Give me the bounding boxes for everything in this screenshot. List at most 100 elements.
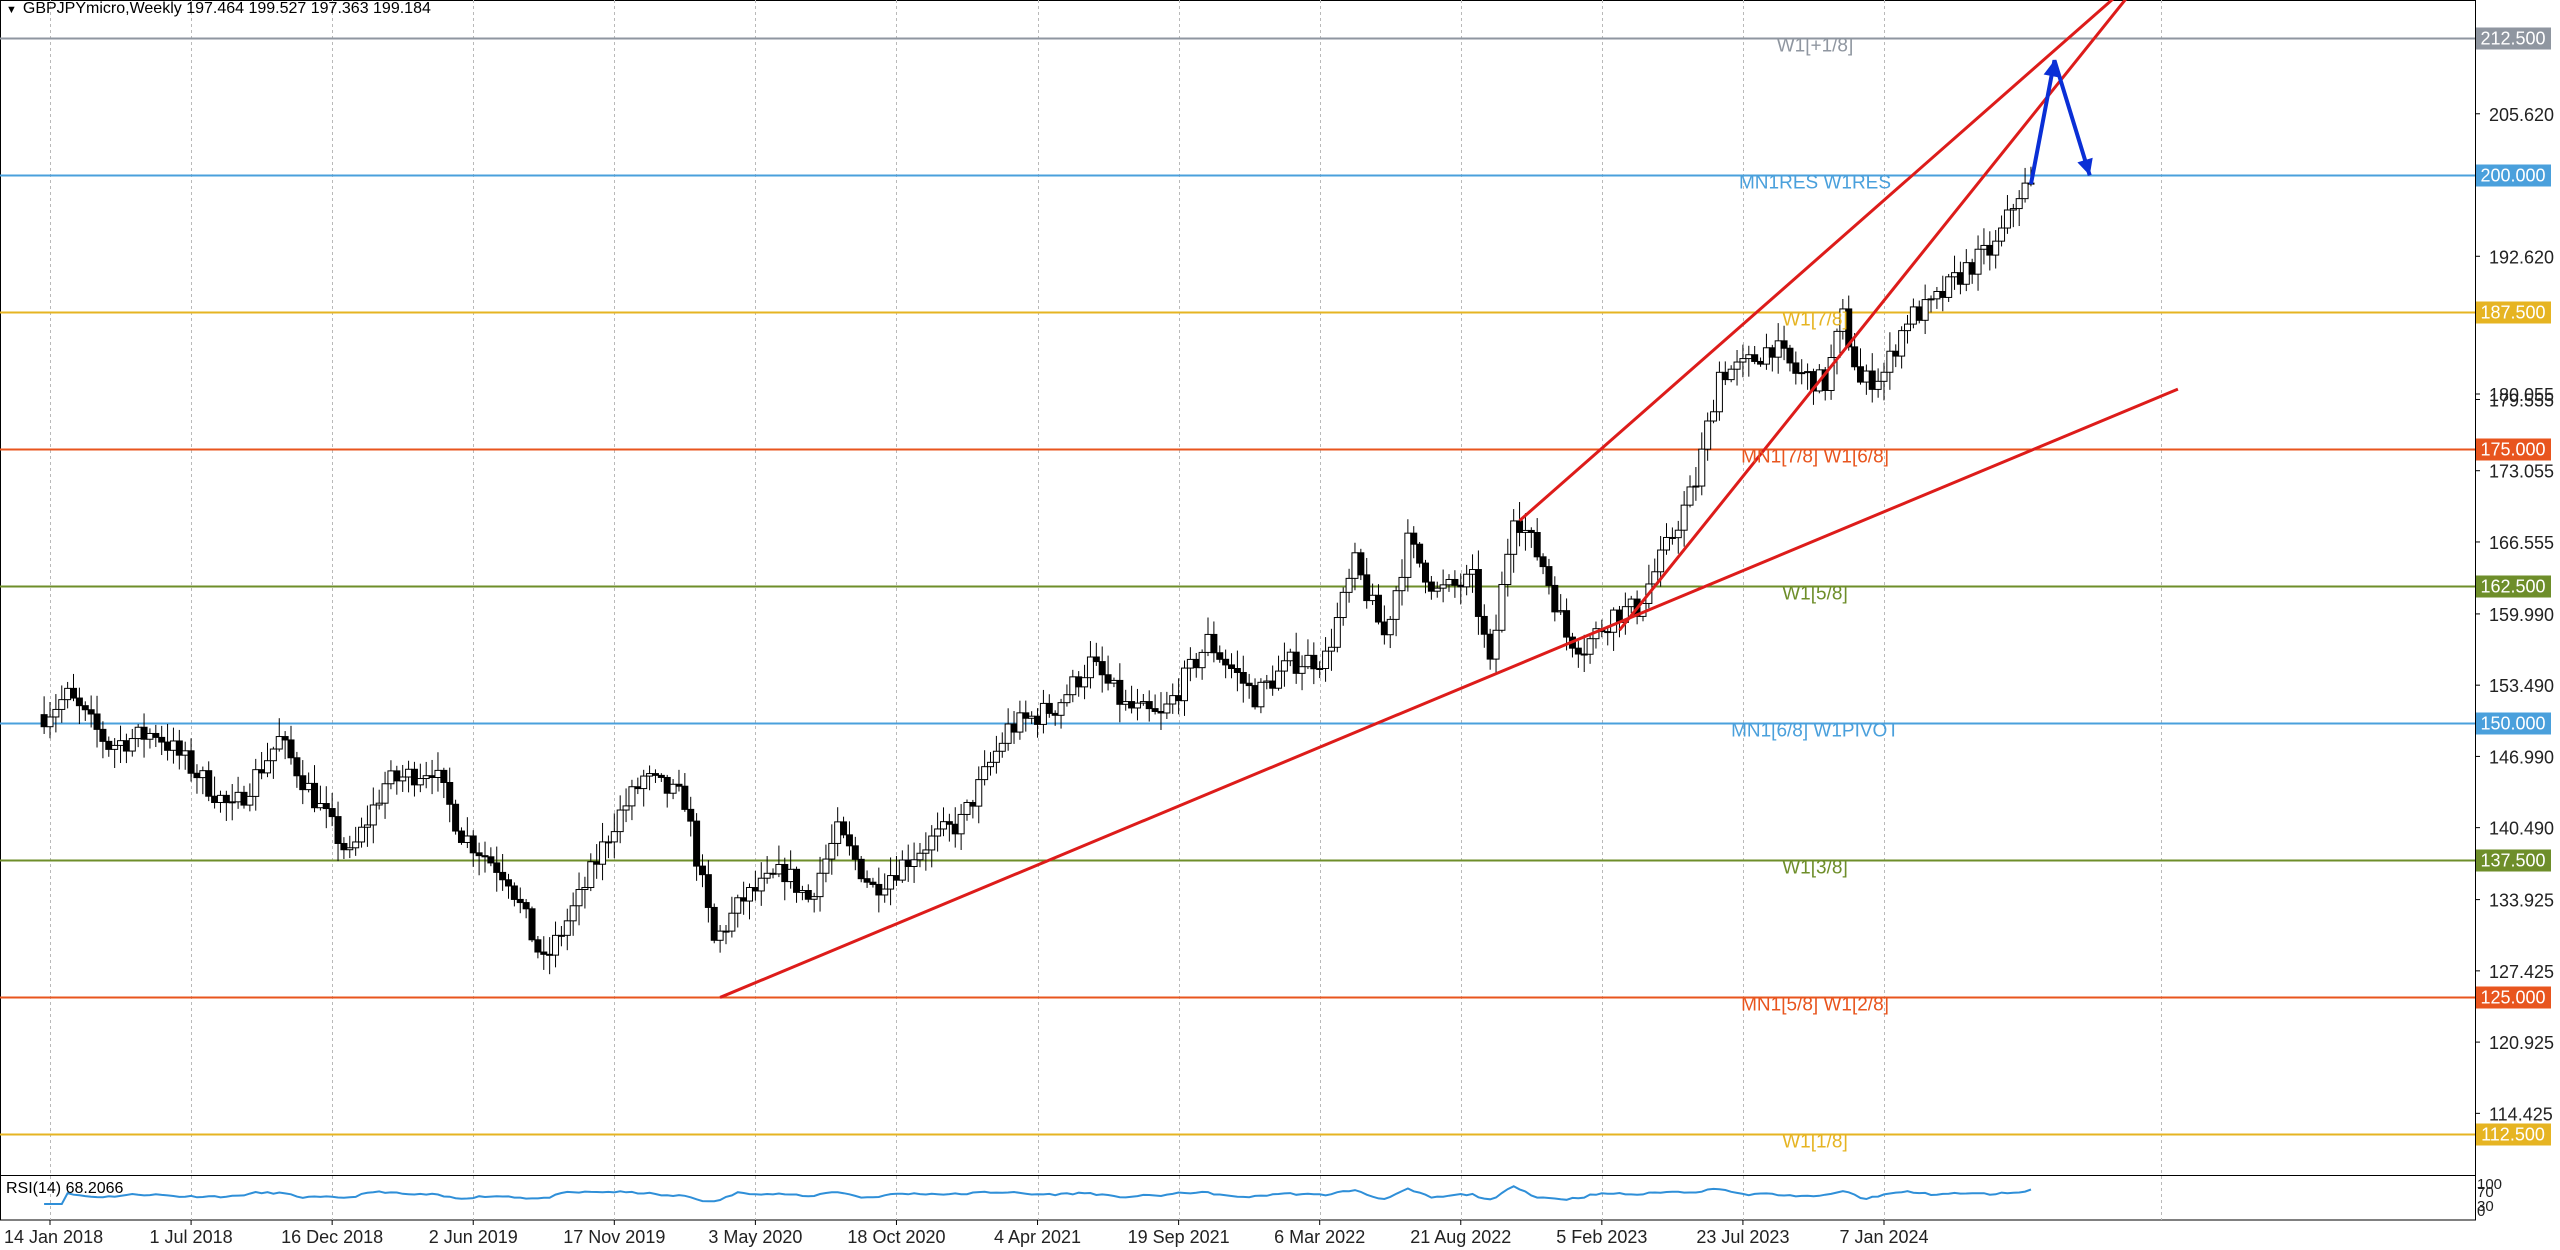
candle-body — [1316, 668, 1324, 670]
candle-body — [93, 713, 101, 730]
candle-body — [1939, 290, 1947, 298]
triangle-down-icon[interactable]: ▼ — [6, 4, 17, 16]
candle-body — [1663, 536, 1671, 551]
price-badge — [2476, 712, 2551, 735]
price-tick-label: 205.620 — [2489, 105, 2554, 125]
candle-body — [622, 805, 630, 811]
candle-body — [463, 835, 471, 843]
candle-body — [1004, 723, 1012, 744]
candle-body — [1892, 350, 1900, 357]
candle-body — [2003, 209, 2011, 229]
candle-body — [134, 726, 142, 740]
candle-body — [1727, 368, 1735, 381]
candle-body — [1563, 610, 1571, 638]
candle-body — [228, 801, 236, 804]
candle-body — [734, 897, 742, 914]
price-badge — [2476, 986, 2551, 1009]
candle-body — [793, 868, 801, 893]
candle-body — [1133, 702, 1141, 709]
candle-body — [1286, 651, 1294, 662]
candle-body — [1745, 354, 1753, 360]
candle-body — [64, 687, 72, 701]
candle-body — [187, 750, 195, 774]
trend-line[interactable] — [719, 387, 2179, 999]
level-label: MN1[6/8] W1PIVOT — [1731, 721, 1899, 742]
price-tick-label: 179.555 — [2489, 390, 2554, 410]
candle-body — [2021, 182, 2029, 200]
candle-body — [610, 831, 618, 843]
price-tick-label: 153.490 — [2489, 676, 2554, 696]
candle-body — [164, 741, 172, 751]
candle-body — [1833, 330, 1841, 359]
candle-body — [746, 887, 754, 902]
candle-body — [1856, 366, 1864, 383]
candle-body — [1504, 553, 1512, 586]
candle-body — [851, 845, 859, 860]
candle-body — [775, 863, 783, 875]
candle-body — [1751, 354, 1759, 362]
level-label: MN1RES W1RES — [1739, 173, 1891, 194]
trend-line[interactable] — [1518, 0, 2137, 522]
candle-body — [1933, 290, 1941, 300]
candle-body — [252, 769, 260, 797]
candle-body — [939, 821, 947, 830]
candle-body — [1427, 581, 1435, 592]
candle-body — [1657, 549, 1665, 573]
candle-body — [1469, 569, 1477, 575]
candle-body — [1157, 710, 1165, 714]
candle-body — [834, 821, 842, 844]
candle-body — [575, 889, 583, 907]
candle-body — [1627, 598, 1635, 608]
trend-line[interactable] — [1618, 0, 2142, 632]
candle-body — [663, 776, 671, 794]
price-tick-label: 127.425 — [2489, 962, 2554, 982]
candle-body — [1757, 360, 1765, 365]
candle-body — [2015, 198, 2023, 210]
candle-body — [1721, 371, 1729, 381]
price-tick-label: 140.490 — [2489, 819, 2554, 839]
candle-body — [305, 782, 313, 791]
candle-body — [757, 877, 765, 892]
candle-body — [1521, 529, 1529, 533]
candle-body — [1715, 371, 1723, 413]
candle-body — [140, 726, 148, 740]
candle-body — [275, 736, 283, 750]
candle-body — [1327, 646, 1335, 652]
candle-body — [1480, 615, 1488, 635]
candle-body — [234, 791, 242, 803]
candle-body — [46, 716, 54, 728]
candle-body — [1610, 609, 1618, 633]
price-tick-label: 159.990 — [2489, 605, 2554, 625]
candle-body — [81, 705, 89, 711]
candle-body — [499, 871, 507, 881]
candle-body — [169, 740, 177, 751]
candle-body — [552, 934, 560, 956]
candle-body — [887, 875, 895, 890]
candle-body — [334, 816, 342, 844]
level-label: W1[3/8] — [1782, 858, 1847, 879]
candle-body — [1128, 701, 1136, 709]
candle-body — [75, 697, 83, 707]
candle-body — [311, 782, 319, 809]
candle-body — [1951, 272, 1959, 278]
candle-body — [293, 757, 301, 777]
candle-body — [1392, 590, 1400, 620]
candle-body — [928, 835, 936, 851]
price-badge — [2476, 301, 2551, 324]
candle-body — [1263, 680, 1271, 683]
candle-body — [1257, 681, 1265, 708]
candle-body — [1039, 702, 1047, 725]
candle-body — [804, 890, 812, 900]
candle-body — [369, 804, 377, 826]
candle-body — [1369, 594, 1377, 602]
candle-body — [581, 886, 589, 891]
price-badge-text: 175.000 — [2480, 440, 2545, 460]
candle-body — [1780, 340, 1788, 349]
candle-body — [269, 748, 277, 762]
candle-body — [1980, 244, 1988, 250]
candle-body — [1139, 701, 1147, 704]
date-tick-label: 23 Jul 2023 — [1696, 1227, 1789, 1247]
candle-body — [1410, 532, 1418, 545]
